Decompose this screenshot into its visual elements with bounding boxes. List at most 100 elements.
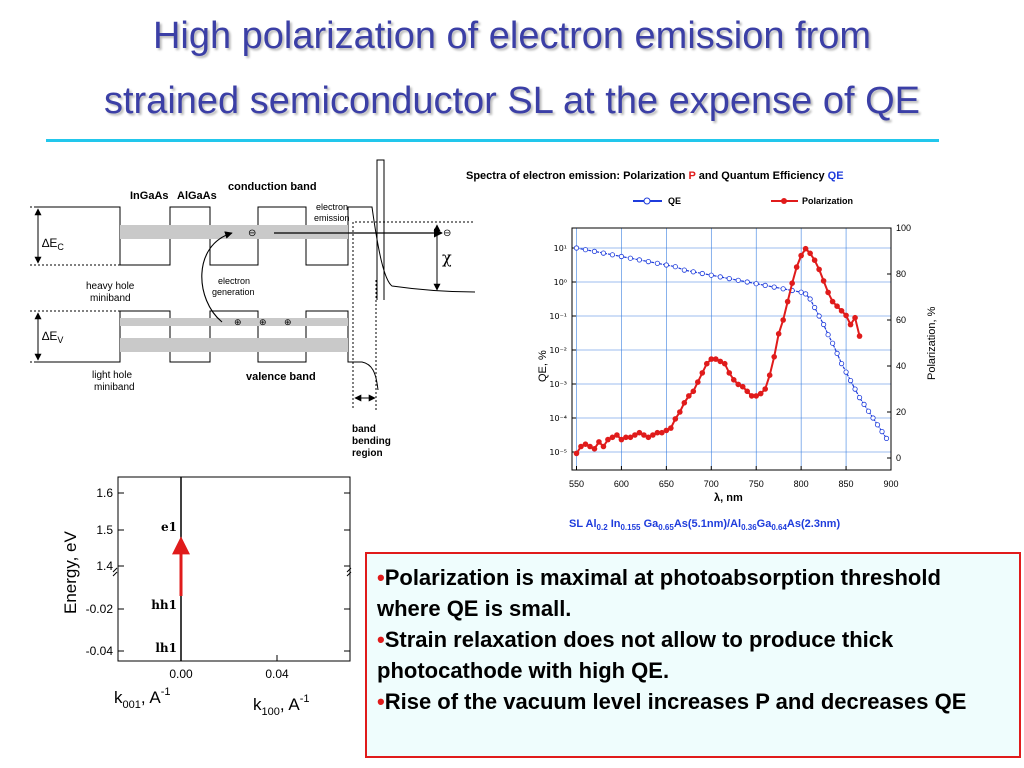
qe-point: [812, 304, 818, 311]
electron-generation-label: electron: [218, 276, 250, 286]
polarization-point: [663, 427, 670, 434]
electron-emission-label: electron: [316, 202, 348, 212]
polarization-point: [614, 432, 620, 438]
polarization-point: [802, 245, 809, 252]
qe-series-line: [576, 247, 888, 439]
qe-point: [726, 275, 732, 282]
conduction-band-label: conduction band: [228, 181, 317, 193]
chart-grid: [572, 228, 891, 470]
polarization-point: [762, 386, 768, 392]
polarization-point: [843, 312, 849, 319]
polarization-point: [744, 388, 751, 395]
x-tick-label: 0.04: [265, 667, 289, 681]
qe-point: [883, 435, 890, 441]
chart-ticks: 550 600 650 700 750 800 850 90010¹10⁰10⁻¹10⁻²10…: [549, 223, 911, 489]
conclusions-box: •Polarization is maximal at photoabsorpt…: [365, 552, 1021, 758]
x-tick-label: 550: [569, 479, 584, 489]
polarization-point: [726, 370, 733, 376]
ingaas-label: InGaAs: [130, 190, 169, 202]
dispersion-frame: [117, 476, 351, 662]
bullet-text: Rise of the vacuum level increases P and…: [384, 689, 967, 714]
polarization-series-line: [575, 247, 861, 454]
y-axis-left-label: QE, %: [537, 350, 549, 382]
bullet-text: Polarization is maximal at photoabsorpti…: [377, 565, 941, 621]
qe-point: [865, 408, 872, 414]
valence-band-profile: [35, 310, 379, 391]
polarization-point: [775, 331, 782, 337]
polarization-point: [820, 278, 827, 284]
y-axis-right-label: Polarization, %: [926, 306, 938, 380]
qe-point: [843, 369, 849, 375]
qe-point: [852, 386, 858, 392]
legend-qe-label: QE: [668, 196, 681, 206]
y-ticks: [118, 492, 350, 661]
qe-point: [807, 296, 813, 302]
polarization-point: [587, 443, 593, 450]
electron-generation-label: generation: [212, 287, 255, 297]
light-hole-miniband-bar: [120, 338, 348, 352]
polarization-point: [789, 280, 795, 287]
polarization-point: [609, 434, 616, 441]
light-hole-label: light hole: [92, 370, 132, 381]
x-tick-label: 800: [794, 479, 809, 489]
y-tick-label: 1.6: [96, 486, 113, 500]
polarization-point: [650, 432, 656, 438]
qe-point: [874, 422, 881, 428]
heavy-hole-miniband-bar: [120, 318, 348, 326]
qe-point: [735, 277, 741, 283]
qe-point: [838, 360, 845, 367]
level-hh1: hh1: [151, 598, 177, 612]
polarization-point: [645, 434, 652, 441]
qe-point: [798, 289, 804, 295]
electron-symbol: ⊖: [248, 228, 256, 239]
qe-point: [762, 282, 768, 288]
qe-point: [636, 257, 642, 263]
y-left-tick-label: 10¹: [554, 244, 567, 253]
polarization-point: [573, 450, 580, 457]
sl-caption: SL Al0.2 In0.155 Ga0.65As(5.1nm)/Al0.36G…: [569, 518, 840, 532]
bullet-marker: •: [377, 565, 385, 590]
page-title-line-1: High polarization of electron emission f…: [152, 15, 872, 57]
polarization-point: [735, 381, 742, 388]
polarization-point: [739, 383, 746, 390]
polarization-point: [600, 443, 607, 450]
polarization-point: [641, 432, 647, 438]
qe-point: [663, 262, 669, 268]
qe-point: [744, 279, 750, 285]
qe-point: [780, 286, 786, 292]
x-tick-label: 900: [883, 479, 898, 489]
polarization-point: [618, 436, 625, 443]
electron-emission-label: emission: [314, 213, 350, 223]
energy-axis-label: Energy, eV: [61, 530, 80, 614]
y-right-tick-label: 100: [896, 223, 911, 233]
qe-point: [708, 272, 714, 278]
polarization-point: [771, 354, 777, 360]
qe-point: [699, 270, 705, 277]
qe-point: [672, 264, 678, 270]
qe-point: [627, 255, 634, 261]
qe-point: [573, 245, 580, 251]
polarization-point: [748, 393, 755, 399]
qe-point: [861, 401, 867, 407]
electron-generation-arrow: [201, 231, 233, 323]
y-right-tick-label: 60: [896, 315, 906, 325]
qe-point: [847, 377, 854, 384]
x-tick-label: 700: [704, 479, 719, 489]
x-axis-label: λ, nm: [714, 492, 743, 504]
polarization-point: [668, 425, 674, 431]
surface-barrier: [376, 159, 385, 300]
polarization-point: [834, 303, 840, 310]
polarization-point: [784, 298, 791, 305]
bullet-text: Strain relaxation does not allow to prod…: [377, 627, 894, 683]
y-right-tick-label: 20: [896, 407, 906, 417]
hole-symbol: ⊕: [259, 318, 267, 328]
qe-point: [609, 252, 616, 258]
y-left-tick-label: 10⁻⁴: [549, 414, 567, 423]
chi-label: χ: [442, 248, 452, 267]
y-right-tick-label: 0: [896, 453, 901, 463]
qe-point: [600, 250, 607, 256]
band-diagram: conduction band InGaAs AlGaAs ∆EC ∆EV ⊖ …: [30, 159, 476, 459]
electron-symbol: ⊖: [443, 228, 451, 239]
qe-point: [771, 284, 777, 290]
page-title-line-2: strained semiconductor SL at the expense…: [103, 80, 921, 122]
